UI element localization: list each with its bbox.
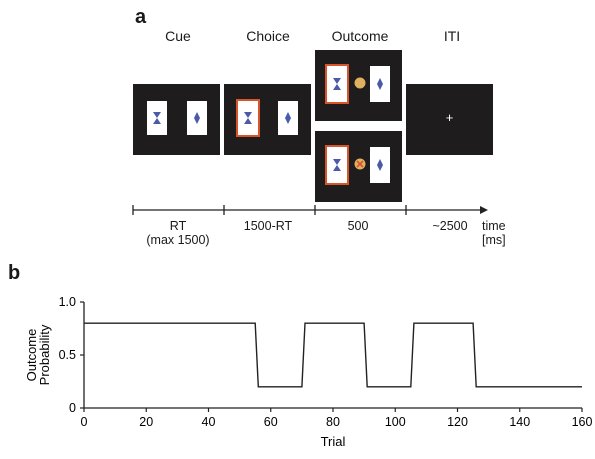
outcome-card-right [370, 147, 390, 183]
hourglass-icon [333, 159, 341, 171]
outcome-card-selected [325, 64, 349, 104]
y-tick-label: 1.0 [59, 295, 76, 309]
outcome-screen-no-reward [315, 131, 402, 202]
x-tick-label: 160 [572, 415, 593, 429]
x-tick-label: 60 [264, 415, 278, 429]
diamond-icon [377, 78, 383, 90]
hourglass-icon [244, 112, 252, 124]
diamond-icon [285, 112, 291, 124]
outcome-card-selected [325, 145, 349, 185]
rt-note: (max 1500) [146, 233, 210, 247]
stage-label-cue: Cue [165, 28, 191, 44]
outcome-screen-reward [315, 50, 402, 121]
series-line [84, 322, 582, 388]
timeline-duration-outcome: 500 [347, 219, 369, 233]
hourglass-icon [333, 78, 341, 90]
iti-screen: + [406, 84, 493, 155]
cue-card-right [187, 101, 207, 135]
cue-screen [133, 84, 220, 155]
cue-card-left [147, 101, 167, 135]
reward-token-icon [354, 77, 366, 89]
timeline-axis-label: time [ms] [482, 219, 522, 247]
hourglass-icon [153, 112, 161, 124]
timeline-duration-choice: 1500-RT [243, 219, 293, 233]
timeline-axis-unit: [ms] [482, 233, 506, 247]
outcome-card-right [370, 66, 390, 102]
x-tick-label: 120 [447, 415, 468, 429]
timeline-axis [132, 205, 488, 215]
no-reward-token-icon [354, 158, 366, 170]
y-axis-label-line2: Probability [37, 324, 52, 385]
timeline-duration-cue: RT (max 1500) [138, 219, 218, 247]
panel-b-letter: b [8, 262, 21, 284]
panel-a-letter: a [135, 6, 147, 28]
x-tick-label: 20 [139, 415, 153, 429]
stage-label-outcome: Outcome [331, 28, 389, 44]
x-tick-label: 80 [326, 415, 340, 429]
y-tick-label: 0 [69, 401, 76, 415]
stage-label-choice: Choice [246, 28, 290, 44]
choice-screen [224, 84, 311, 155]
y-axis-label-line1: Outcome [24, 329, 39, 382]
x-tick-label: 40 [202, 415, 216, 429]
choice-card-selected [236, 99, 260, 137]
timeline-duration-iti: ~2500 [432, 219, 468, 233]
x-tick-label: 0 [81, 415, 88, 429]
diamond-icon [194, 112, 200, 124]
x-tick-label: 100 [385, 415, 406, 429]
y-tick-label: 0.5 [59, 348, 76, 362]
outcome-probability-chart: 0 20 40 60 80 100 120 140 160 0 0.5 1.0 Trial Outco… [24, 295, 593, 449]
stage-label-iti: ITI [443, 28, 461, 44]
x-tick-label: 140 [509, 415, 530, 429]
diamond-icon [377, 159, 383, 171]
choice-card-right [278, 101, 298, 135]
fixation-cross: + [445, 110, 454, 125]
x-axis-label: Trial [321, 434, 346, 449]
